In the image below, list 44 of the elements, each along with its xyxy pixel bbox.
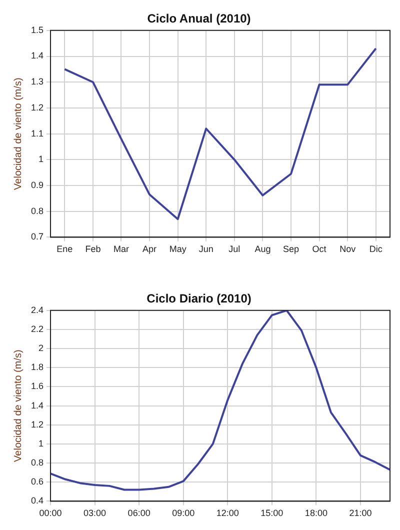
x-tick-label: 00:00 [39, 508, 62, 518]
y-tick-label: 1.3 [30, 76, 44, 87]
y-tick-label: 2 [38, 343, 44, 354]
x-tick-label: 06:00 [128, 508, 150, 518]
x-tick-label: Mar [113, 244, 129, 254]
y-tick-label: 1 [38, 438, 44, 448]
x-tick-label: Apr [142, 244, 157, 254]
y-tick-label: 0.7 [30, 232, 44, 242]
y-tick-label: 1.2 [30, 419, 44, 430]
x-tick-label: Nov [340, 244, 356, 254]
y-tick-label: 1 [38, 154, 44, 164]
x-tick-label: 15:00 [260, 508, 284, 518]
y-tick-label: 1.1 [30, 128, 44, 138]
y-tick-label: 1.6 [30, 381, 44, 392]
y-axis-title: Velocidad de viento (m/s) [12, 78, 24, 190]
y-tick-label: 0.8 [30, 458, 44, 468]
x-tick-label: Oct [312, 244, 327, 254]
y-tick-label: 0.9 [30, 180, 44, 190]
y-tick-label: 2.2 [30, 324, 44, 334]
x-tick-label: Sep [282, 244, 299, 254]
y-tick-label: 1.2 [30, 102, 44, 112]
x-tick-label: 03:00 [84, 508, 106, 518]
x-tick-label: 12:00 [216, 508, 239, 518]
x-tick-label: Jun [198, 244, 214, 254]
y-tick-label: 0.4 [30, 496, 44, 506]
x-tick-label: Ene [56, 244, 73, 254]
y-tick-label: 1.4 [30, 50, 44, 61]
x-tick-label: Dic [369, 244, 383, 254]
chart-title: Ciclo Diario (2010) [146, 292, 252, 306]
x-tick-label: 18:00 [304, 508, 328, 518]
y-tick-label: 0.6 [30, 476, 44, 487]
y-tick-label: 2.4 [30, 304, 44, 315]
x-tick-label: Aug [254, 244, 271, 254]
y-tick-label: 0.8 [30, 206, 44, 216]
x-tick-label: 09:00 [172, 508, 195, 518]
x-tick-label: Feb [85, 244, 101, 254]
x-tick-label: Jul [228, 244, 240, 254]
chart-title: Ciclo Anual (2010) [147, 12, 251, 26]
x-tick-label: 21:00 [349, 508, 372, 518]
y-tick-label: 1.5 [30, 24, 44, 35]
y-tick-label: 1.8 [30, 362, 44, 372]
x-tick-label: May [169, 244, 187, 254]
y-axis-title: Velocidad de viento (m/s) [12, 350, 24, 462]
y-tick-label: 1.4 [30, 400, 44, 410]
